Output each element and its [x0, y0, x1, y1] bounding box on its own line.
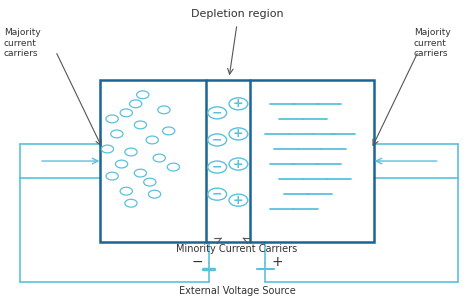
Text: −: − [191, 255, 203, 269]
Text: Majority
current
carriers: Majority current carriers [4, 29, 40, 58]
Text: −: − [212, 106, 222, 119]
Text: Minority Current Carriers: Minority Current Carriers [176, 244, 298, 254]
Text: −: − [212, 133, 222, 147]
Text: Majority
current
carriers: Majority current carriers [414, 29, 450, 58]
Bar [100, 80, 374, 242]
Text: +: + [233, 157, 244, 171]
Text: +: + [233, 97, 244, 110]
Text: Depletion region: Depletion region [191, 9, 283, 19]
Text: +: + [271, 255, 283, 269]
Text: External Voltage Source: External Voltage Source [179, 286, 295, 296]
Text: +: + [233, 127, 244, 140]
Text: +: + [233, 194, 244, 207]
Text: −: − [212, 161, 222, 174]
Text: −: − [212, 188, 222, 201]
